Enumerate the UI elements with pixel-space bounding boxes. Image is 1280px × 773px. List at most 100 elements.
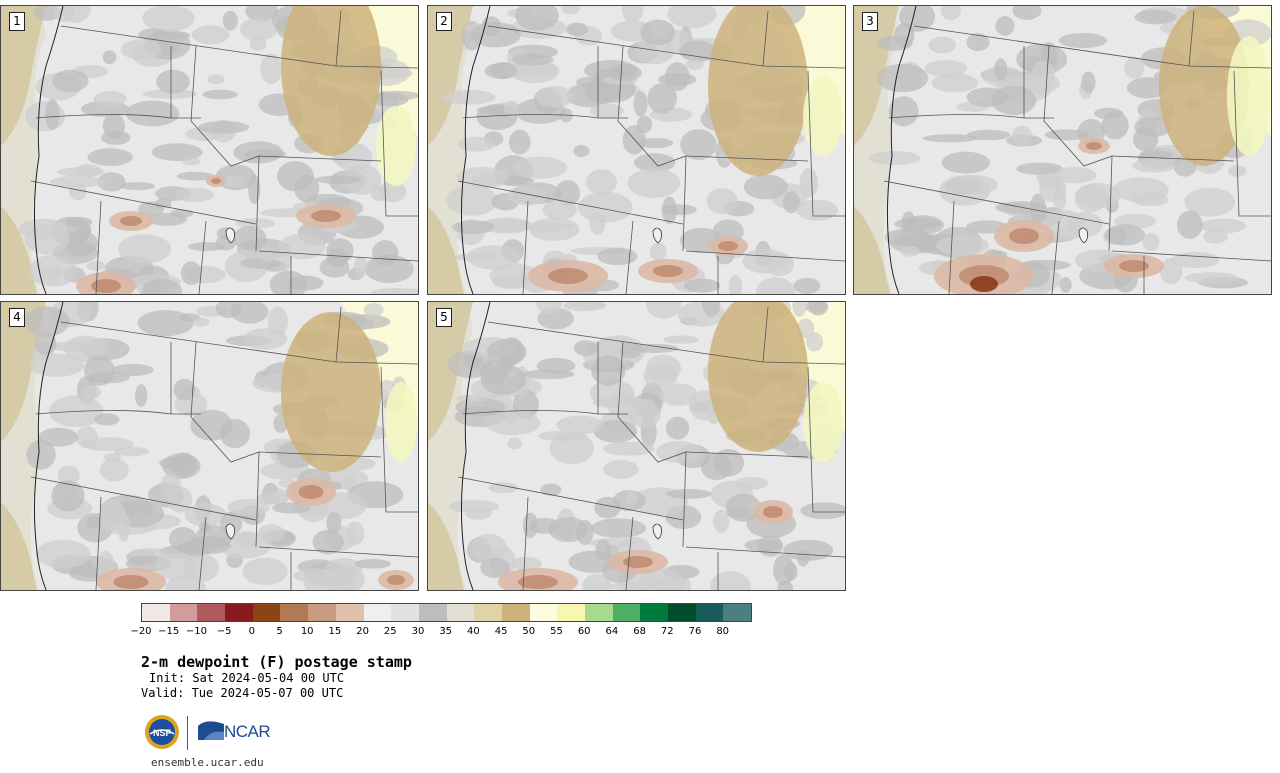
colorbar-segment [474,604,502,621]
dewpoint-cell [376,106,416,186]
dewpoint-cell [877,63,929,93]
dewpoint-cell [1199,218,1247,234]
state-boundary [807,366,845,513]
colorbar-segment [308,604,336,621]
coastal-tan [428,302,473,442]
colorbar-segment [557,604,585,621]
dewpoint-cell [661,204,697,216]
dewpoint-cell [57,167,105,177]
dewpoint-cell [260,53,282,85]
colorbar-segment [363,604,392,621]
coastal-tan [1,206,37,294]
dewpoint-cell [708,6,808,176]
dewpoint-cell [24,223,70,255]
dewpoint-cell [586,169,618,195]
state-boundary [258,155,382,162]
map-panel-3: 3 [853,5,1272,295]
state-boundary [1043,45,1113,252]
dewpoint-cell [683,278,721,293]
dewpoint-cell [480,364,526,395]
state-boundary [1111,155,1235,162]
dewpoint-cell [556,415,604,435]
dewpoint-cell [894,22,915,48]
colorbar-tick-label: 45 [494,626,508,637]
dewpoint-cell [193,317,210,327]
dewpoint-cell [1031,60,1056,85]
dewpoint-cell [936,235,989,256]
colorbar [141,603,753,622]
dewpoint-cell [511,556,542,571]
dewpoint-cell [522,512,539,538]
dewpoint-cell [142,89,198,99]
dewpoint-cell [685,59,704,70]
state-boundary [35,114,201,119]
dewpoint-cell [372,90,418,101]
dewpoint-cell [211,178,221,184]
dewpoint-cell [667,6,717,29]
dewpoint-cell [159,456,194,470]
dewpoint-cell [638,568,685,590]
dewpoint-cell [592,397,636,409]
colorbar-tick-label: 20 [356,626,369,637]
colorbar-tick-label: 55 [550,626,563,637]
state-boundary [380,366,418,513]
dewpoint-cell [679,40,716,63]
dewpoint-cell [597,247,638,266]
dewpoint-cell [184,503,227,527]
dewpoint-cell [446,185,498,216]
dewpoint-cell [966,87,1009,107]
dewpoint-cell [922,134,978,143]
dewpoint-cell [660,383,698,406]
dewpoint-cell [180,261,202,286]
colorbar-segment [197,604,226,621]
dewpoint-cell [243,328,288,350]
valid-time: Valid: Tue 2024-05-07 00 UTC [141,686,344,700]
dewpoint-cell [645,302,682,319]
dewpoint-cell [120,216,142,226]
dewpoint-cell [160,473,182,498]
init-time: Init: Sat 2024-05-04 00 UTC [149,671,345,685]
dewpoint-cell [387,575,405,585]
colorbar-segment [142,604,170,621]
dewpoint-cell [60,6,92,24]
dewpoint-cell [120,182,156,191]
state-boundary [462,114,628,119]
coastline [460,6,491,294]
colorbar-tick-label: 76 [688,626,702,637]
dewpoint-cell [57,465,80,486]
state-boundary [258,451,382,458]
state-boundary [1111,250,1271,262]
colorbar-tick-label: 10 [300,626,314,637]
dewpoint-cell [181,156,201,166]
dewpoint-cell [457,394,486,403]
dewpoint-cell [471,533,507,562]
dewpoint-cell [298,485,324,499]
dewpoint-cell [582,573,612,590]
dewpoint-cell [215,302,242,318]
dewpoint-cell [87,371,130,384]
state-boundary [1188,10,1195,67]
dewpoint-cell [966,33,990,52]
dewpoint-cell [442,89,496,105]
dewpoint-cell [256,491,289,505]
dewpoint-cell [540,483,562,496]
coastal-tan [1,302,46,442]
dewpoint-cell [1124,56,1145,79]
colorbar-ticks: −20 −15 −10 −5 0 5 10 15 20 25 30 35 40 45 50 55 60 64 68 7… [130,626,770,640]
dewpoint-cell [561,6,581,15]
dewpoint-cell [87,148,134,167]
dewpoint-cell [173,378,196,401]
colorbar-tick-label: 35 [439,626,453,637]
dewpoint-cell [326,248,349,268]
coastal-tan [428,502,464,590]
dewpoint-cell [1203,229,1228,244]
state-boundary [522,496,529,590]
state-boundary [95,200,102,294]
dewpoint-cell [190,409,233,441]
dewpoint-cell [125,100,180,127]
dewpoint-cell [451,220,495,234]
colorbar-tick-label: 40 [467,626,480,637]
dewpoint-cell [120,39,162,60]
state-boundary [190,45,260,252]
logos: NSF NCAR [144,714,274,752]
